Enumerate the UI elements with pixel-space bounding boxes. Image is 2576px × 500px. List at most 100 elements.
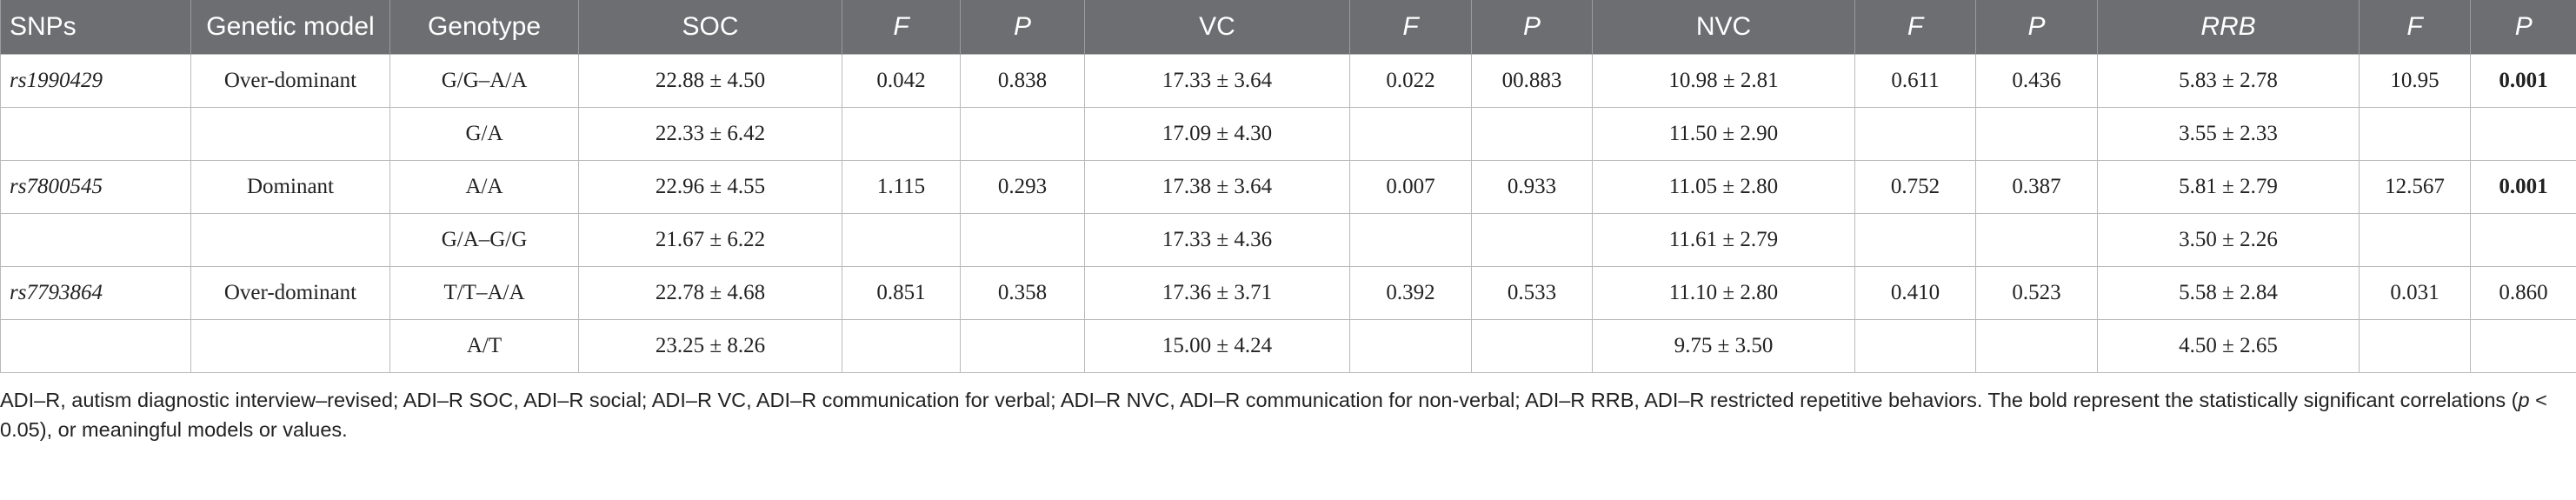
table-cell: 12.567 <box>2359 160 2471 214</box>
table-cell <box>0 319 191 373</box>
table-cell: 22.96 ± 4.55 <box>578 160 842 214</box>
table-cell: G/G–A/A <box>389 54 579 108</box>
table-cell: A/T <box>389 319 579 373</box>
table-cell <box>1349 319 1472 373</box>
table-cell <box>1349 107 1472 161</box>
table-cell: 1.115 <box>842 160 961 214</box>
table-cell <box>1471 213 1593 267</box>
table-cell: 3.55 ± 2.33 <box>2097 107 2360 161</box>
table-cell: 11.61 ± 2.79 <box>1592 213 1855 267</box>
table-cell: 0.001 <box>2470 54 2576 108</box>
table-cell: T/T–A/A <box>389 266 579 320</box>
header-cell: Genetic model <box>190 0 390 55</box>
table-cell <box>190 107 390 161</box>
table-row: G/A–G/G 21.67 ± 6.22 17.33 ± 4.36 11.61 ± 2… <box>0 213 2576 267</box>
table-cell <box>1975 107 2098 161</box>
footnote: ADI–R, autism diagnostic interview–revis… <box>0 385 2565 444</box>
table-cell <box>0 213 191 267</box>
table-cell: 15.00 ± 4.24 <box>1084 319 1350 373</box>
header-cell: F <box>842 0 961 55</box>
header-cell: F <box>1349 0 1472 55</box>
table-cell: 0.523 <box>1975 266 2098 320</box>
table-cell <box>960 213 1085 267</box>
table-cell: 17.33 ± 3.64 <box>1084 54 1350 108</box>
table-cell <box>1471 319 1593 373</box>
header-cell: RRB <box>2097 0 2360 55</box>
footnote-text: p <box>2518 389 2530 411</box>
table-cell: 0.533 <box>1471 266 1593 320</box>
table-cell: 22.33 ± 6.42 <box>578 107 842 161</box>
header-cell: P <box>2470 0 2576 55</box>
table-cell <box>1975 319 2098 373</box>
table-cell: 0.022 <box>1349 54 1472 108</box>
table-cell <box>1854 213 1976 267</box>
table-cell <box>842 213 961 267</box>
table-cell: 4.50 ± 2.65 <box>2097 319 2360 373</box>
table-cell: 0.838 <box>960 54 1085 108</box>
table-cell <box>2470 319 2576 373</box>
table-cell: 11.50 ± 2.90 <box>1592 107 1855 161</box>
table-cell: 0.007 <box>1349 160 1472 214</box>
table-cell: 0.293 <box>960 160 1085 214</box>
table-cell: 0.410 <box>1854 266 1976 320</box>
header-cell: Genotype <box>389 0 579 55</box>
header-cell: P <box>1975 0 2098 55</box>
table-cell: rs1990429 <box>0 54 191 108</box>
table-cell: 0.851 <box>842 266 961 320</box>
table-cell <box>0 107 191 161</box>
table-cell <box>1854 319 1976 373</box>
table-cell <box>190 213 390 267</box>
header-row: SNPs Genetic model Genotype SOC F P VC F P NVC F P R… <box>0 0 2576 55</box>
table-cell: 0.436 <box>1975 54 2098 108</box>
table-cell: 10.95 <box>2359 54 2471 108</box>
table-cell: 21.67 ± 6.22 <box>578 213 842 267</box>
table-cell: 3.50 ± 2.26 <box>2097 213 2360 267</box>
table-cell <box>2359 213 2471 267</box>
table-cell: 0.392 <box>1349 266 1472 320</box>
table-row: G/A 22.33 ± 6.42 17.09 ± 4.30 11.50 ± 2.90 3… <box>0 107 2576 161</box>
table-cell: 5.81 ± 2.79 <box>2097 160 2360 214</box>
table-cell <box>2470 107 2576 161</box>
table-cell: Over-dominant <box>190 54 390 108</box>
table-cell: 22.78 ± 4.68 <box>578 266 842 320</box>
footnote-text: < 0.05), or meaningful models or values. <box>0 389 2547 441</box>
table-cell: 0.933 <box>1471 160 1593 214</box>
footnote-text: ADI–R, autism diagnostic interview–revis… <box>0 389 2519 411</box>
table-cell: 17.09 ± 4.30 <box>1084 107 1350 161</box>
table-row: rs1990429 Over-dominant G/G–A/A 22.88 ± 4.5… <box>0 54 2576 108</box>
header-cell: SOC <box>578 0 842 55</box>
table-cell: 17.38 ± 3.64 <box>1084 160 1350 214</box>
table-cell: 11.10 ± 2.80 <box>1592 266 1855 320</box>
table-cell: 11.05 ± 2.80 <box>1592 160 1855 214</box>
header-cell: P <box>960 0 1085 55</box>
table-cell: Over-dominant <box>190 266 390 320</box>
table-cell: Dominant <box>190 160 390 214</box>
table-row: rs7800545 Dominant A/A 22.96 ± 4.55 1.115 0.2… <box>0 160 2576 214</box>
table-cell <box>960 319 1085 373</box>
table-cell <box>190 319 390 373</box>
table-cell: 00.883 <box>1471 54 1593 108</box>
table-cell: rs7800545 <box>0 160 191 214</box>
table-cell <box>842 319 961 373</box>
header-cell: NVC <box>1592 0 1855 55</box>
table-cell: 0.042 <box>842 54 961 108</box>
table-cell <box>1349 213 1472 267</box>
table-cell: 5.83 ± 2.78 <box>2097 54 2360 108</box>
header-cell: SNPs <box>0 0 191 55</box>
table-cell: 0.860 <box>2470 266 2576 320</box>
table-cell: 0.387 <box>1975 160 2098 214</box>
table-cell <box>2359 107 2471 161</box>
table-cell: G/A <box>389 107 579 161</box>
table-row: A/T 23.25 ± 8.26 15.00 ± 4.24 9.75 ± 3.50 4.… <box>0 319 2576 373</box>
table-cell <box>960 107 1085 161</box>
header-cell: F <box>2359 0 2471 55</box>
table-cell <box>1854 107 1976 161</box>
table-row: rs7793864 Over-dominant T/T–A/A 22.78 ± 4.6… <box>0 266 2576 320</box>
table-cell <box>842 107 961 161</box>
table-cell: rs7793864 <box>0 266 191 320</box>
table-cell: 23.25 ± 8.26 <box>578 319 842 373</box>
header-cell: P <box>1471 0 1593 55</box>
table-cell: 9.75 ± 3.50 <box>1592 319 1855 373</box>
table-cell: A/A <box>389 160 579 214</box>
